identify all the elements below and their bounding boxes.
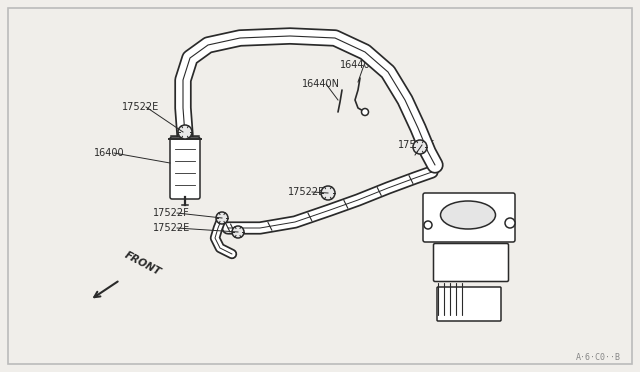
FancyBboxPatch shape [423, 193, 515, 242]
FancyBboxPatch shape [437, 287, 501, 321]
Circle shape [413, 140, 427, 154]
Circle shape [362, 109, 369, 115]
FancyBboxPatch shape [433, 244, 509, 282]
Text: A·6·C0··B: A·6·C0··B [575, 353, 621, 362]
Circle shape [505, 218, 515, 228]
Text: FRONT: FRONT [123, 250, 163, 277]
Text: 17522E: 17522E [288, 187, 325, 197]
FancyBboxPatch shape [170, 137, 200, 199]
Text: 17522E: 17522E [122, 102, 159, 112]
Text: 17522F: 17522F [153, 208, 189, 218]
Ellipse shape [440, 201, 495, 229]
Text: 16440N: 16440N [302, 79, 340, 89]
Text: 17522E: 17522E [398, 140, 435, 150]
Text: 16400: 16400 [94, 148, 125, 158]
Circle shape [232, 226, 244, 238]
Circle shape [178, 125, 192, 139]
Circle shape [321, 186, 335, 200]
Text: 17522E: 17522E [153, 223, 190, 233]
Circle shape [216, 212, 228, 224]
Text: 16440E: 16440E [340, 60, 377, 70]
Circle shape [424, 221, 432, 229]
